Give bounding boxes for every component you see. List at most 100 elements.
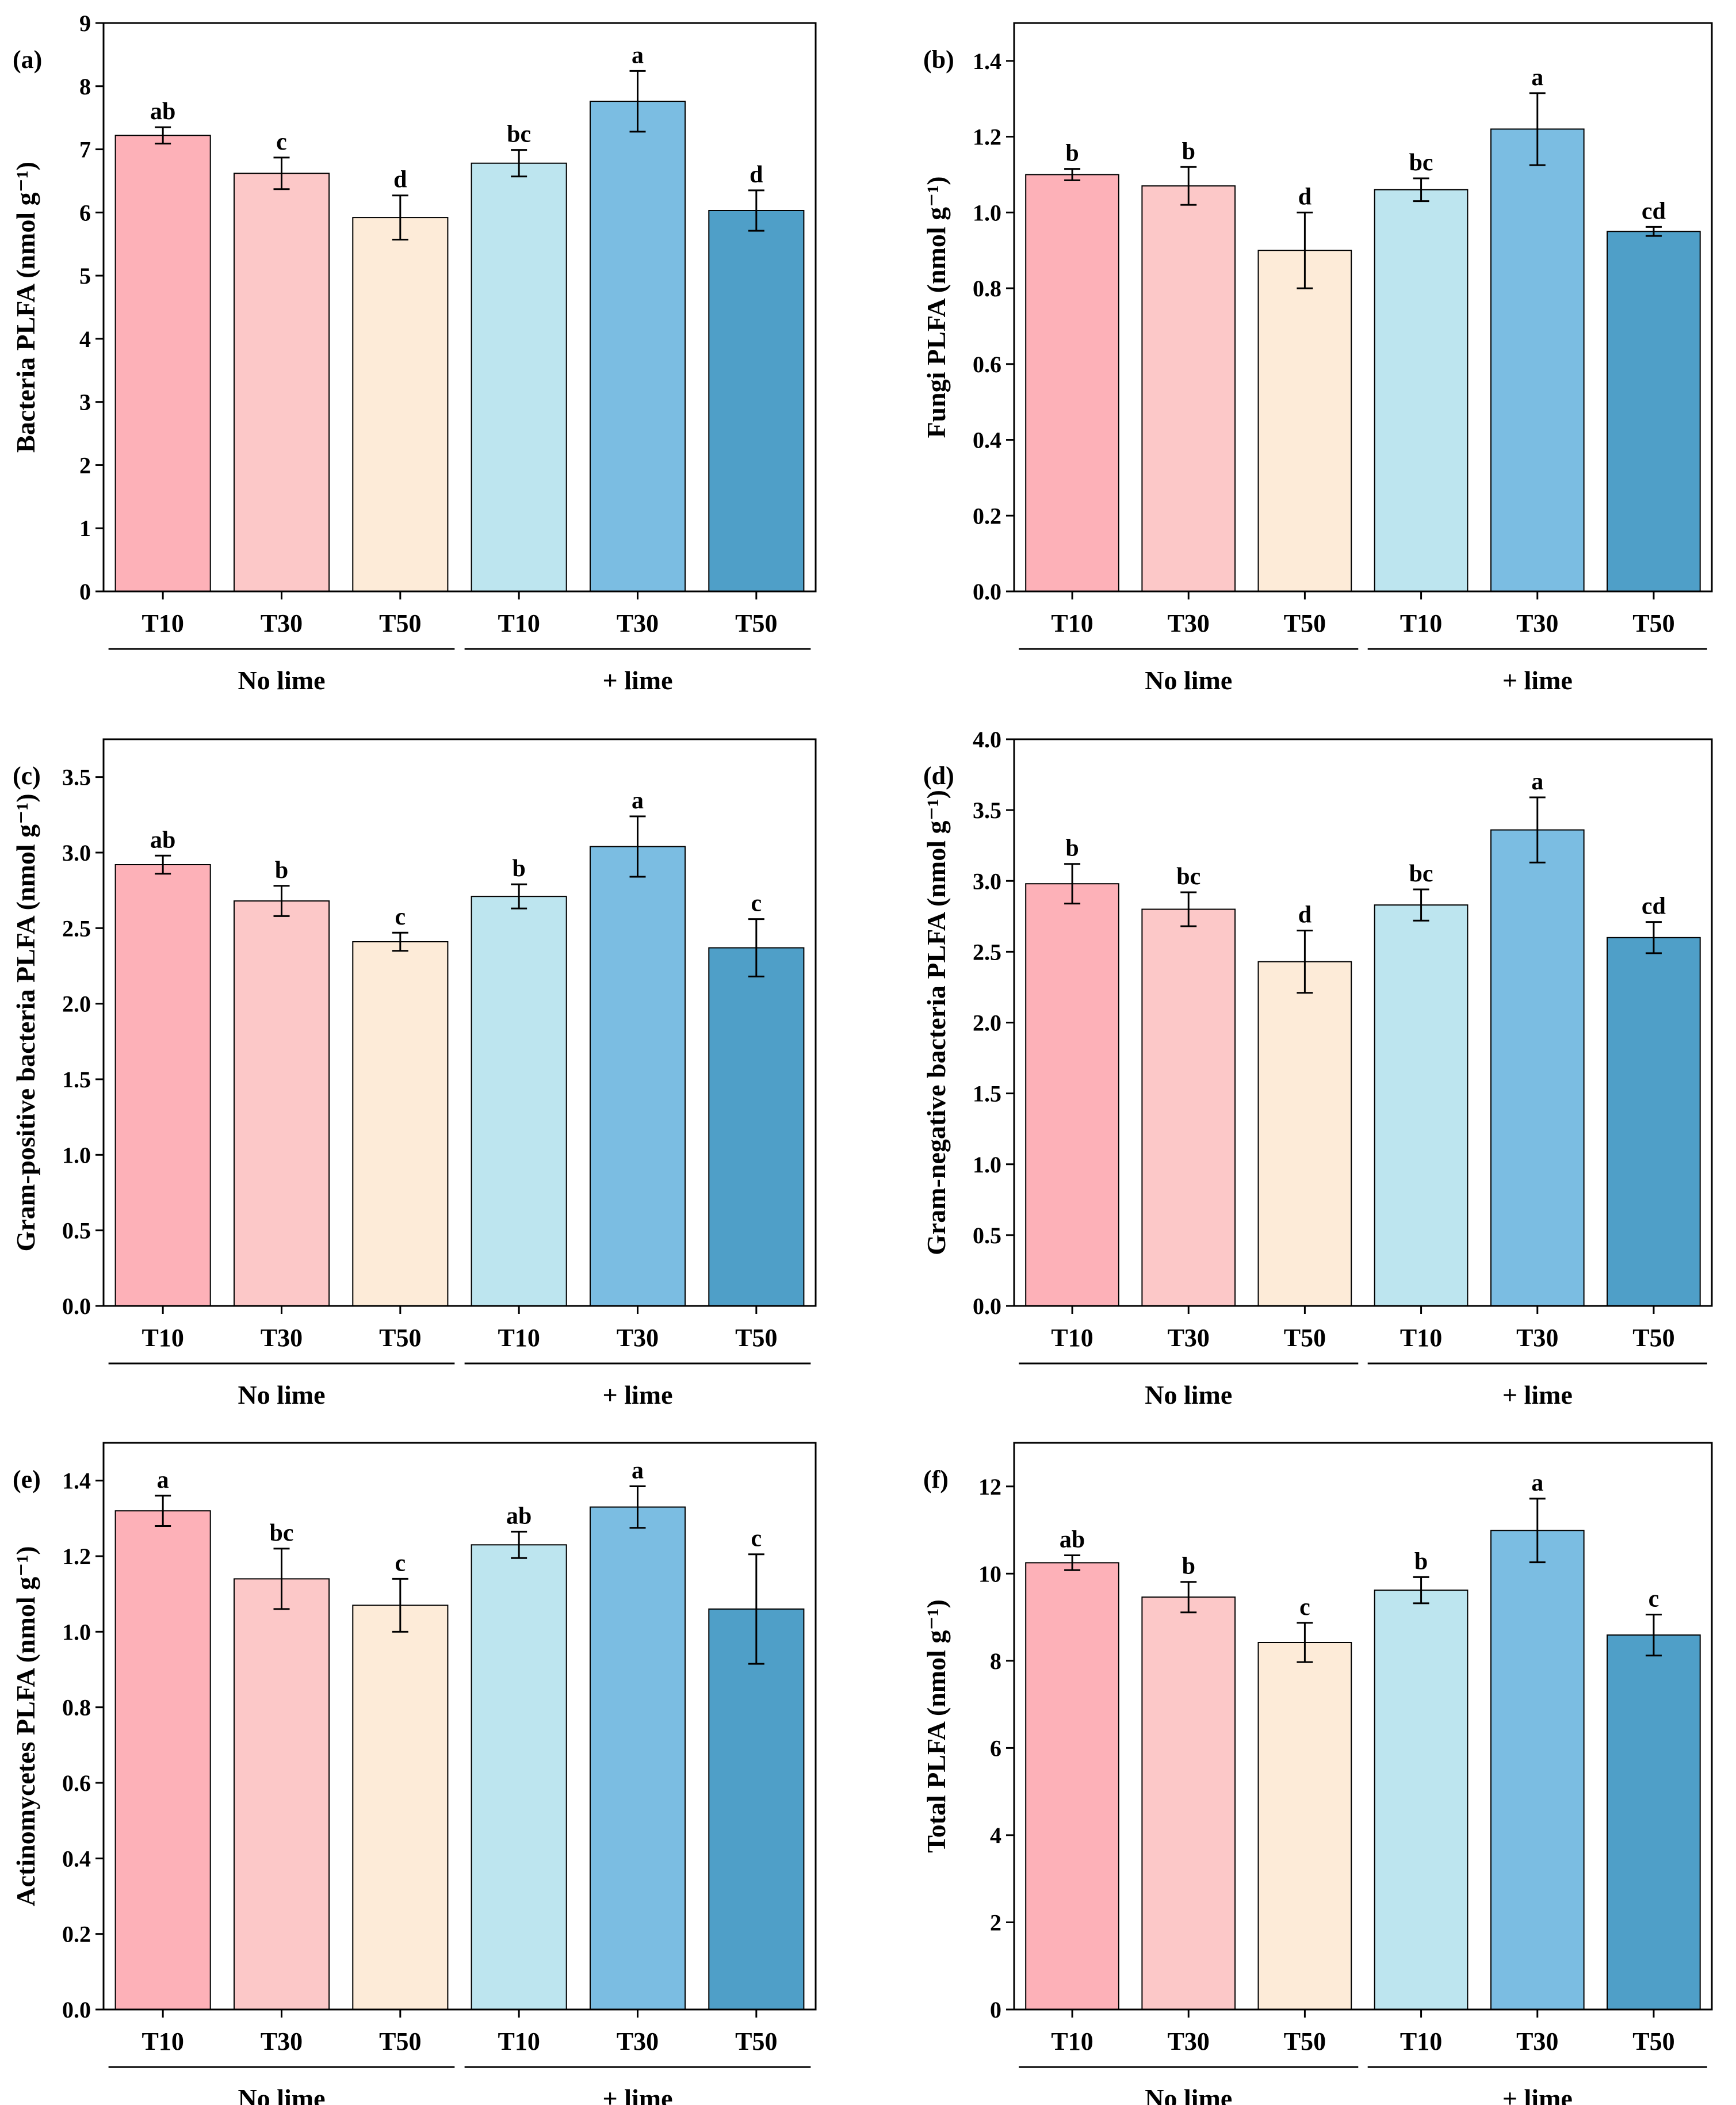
x-tick-label-d-2: T50: [1284, 1324, 1326, 1352]
y-tick-label-a-8: 8: [79, 74, 91, 100]
error-bar-e-3: [511, 1530, 527, 1559]
y-axis-title-e: Actinomycetes PLFA (nmol g⁻¹): [11, 1546, 40, 1906]
sig-letter-e-2: c: [395, 1550, 406, 1576]
bar-c-1: [234, 900, 330, 1306]
y-tick-label-d-7: 3.5: [973, 797, 1001, 823]
error-bar-c-3: [511, 883, 527, 910]
y-tick-label-e-0: 0.0: [62, 1997, 91, 2023]
sig-letter-a-4: a: [632, 42, 644, 68]
bar-e-4: [590, 1506, 686, 2011]
sig-letter-f-1: b: [1182, 1553, 1195, 1580]
group-label-e-1: + lime: [602, 2084, 672, 2105]
bar-e-3: [471, 1544, 567, 2011]
error-bar-f-4: [1529, 1497, 1546, 1564]
y-tick-label-d-0: 0.0: [973, 1293, 1001, 1319]
y-tick-label-b-7: 1.4: [973, 48, 1001, 74]
y-tick-label-d-3: 1.5: [973, 1081, 1001, 1107]
y-tick-label-e-5: 1.0: [62, 1619, 91, 1645]
bar-d-3: [1374, 904, 1469, 1306]
y-tick-label-c-0: 0.0: [62, 1293, 91, 1319]
group-label-f-0: No lime: [1145, 2084, 1232, 2105]
error-bar-e-5: [748, 1553, 764, 1665]
x-tick-label-a-2: T50: [379, 609, 421, 637]
sig-letter-a-2: d: [393, 167, 407, 193]
y-tick-label-b-4: 0.8: [973, 276, 1001, 301]
x-tick-label-f-1: T30: [1168, 2027, 1210, 2056]
bar-b-4: [1490, 128, 1585, 592]
y-tick-label-c-4: 2.0: [62, 991, 91, 1017]
y-tick-label-c-2: 1.0: [62, 1142, 91, 1168]
error-bar-b-0: [1064, 168, 1081, 181]
sig-letter-a-3: bc: [507, 121, 531, 148]
sig-letter-f-3: b: [1414, 1548, 1428, 1575]
y-tick-label-a-1: 1: [79, 515, 91, 541]
bar-c-4: [590, 846, 686, 1306]
error-bar-c-5: [748, 918, 764, 977]
axes-frame-a: [102, 22, 817, 593]
y-tick-label-a-6: 6: [79, 200, 91, 226]
y-tick-label-f-5: 10: [978, 1561, 1001, 1587]
panel-a: ab c d bc a d 0 1 2 3 4 5 6 7 8 9 T10 T30 T50 T10 T30 T50 No l…: [11, 10, 817, 695]
y-tick-label-f-6: 12: [978, 1474, 1001, 1500]
y-tick-label-b-1: 0.2: [973, 503, 1001, 529]
error-bar-a-4: [629, 70, 646, 133]
bar-f-1: [1141, 1596, 1236, 2010]
sig-letter-b-1: b: [1182, 138, 1195, 165]
sig-letter-b-2: d: [1298, 184, 1311, 210]
x-tick-label-d-5: T50: [1632, 1324, 1674, 1352]
error-bar-d-3: [1413, 888, 1429, 922]
x-tick-label-a-5: T50: [735, 609, 777, 637]
sig-letter-a-1: c: [276, 129, 287, 155]
bar-c-0: [114, 864, 211, 1306]
x-tick-label-f-3: T10: [1400, 2027, 1442, 2056]
bar-d-1: [1141, 908, 1236, 1306]
bar-c-2: [352, 941, 449, 1306]
sig-letter-a-5: d: [750, 162, 763, 188]
x-tick-label-c-3: T10: [498, 1324, 540, 1352]
group-label-c-1: + lime: [602, 1380, 672, 1409]
x-tick-label-d-0: T10: [1051, 1324, 1093, 1352]
x-tick-label-a-1: T30: [261, 609, 303, 637]
x-tick-label-e-4: T30: [617, 2027, 659, 2056]
error-bar-e-4: [629, 1485, 646, 1529]
x-tick-label-b-2: T50: [1284, 609, 1326, 637]
panel-f: ab b c b a c 0 2 4 6 8 10 12 T10 T30 T50 T10 T30 T50 No lim…: [921, 1442, 1713, 2105]
sig-letter-b-5: cd: [1642, 198, 1666, 224]
bar-e-0: [114, 1510, 211, 2010]
y-tick-label-e-4: 0.8: [62, 1695, 91, 1721]
y-tick-label-a-4: 4: [79, 326, 91, 352]
group-label-c-0: No lime: [238, 1380, 325, 1409]
sig-letter-a-0: ab: [150, 98, 175, 125]
group-label-f-1: + lime: [1502, 2084, 1573, 2105]
y-tick-label-e-3: 0.6: [62, 1770, 91, 1796]
bar-a-1: [234, 173, 330, 592]
sig-letter-f-5: c: [1649, 1586, 1659, 1613]
y-tick-label-a-5: 5: [79, 263, 91, 289]
y-tick-label-c-7: 3.5: [62, 765, 91, 790]
error-bar-c-0: [155, 854, 171, 875]
bar-b-0: [1025, 174, 1119, 592]
y-axis-title-a: Bacteria PLFA (nmol g⁻¹): [11, 162, 40, 453]
x-tick-label-f-2: T50: [1284, 2027, 1326, 2056]
y-tick-label-a-7: 7: [79, 137, 91, 163]
error-bar-b-4: [1529, 92, 1546, 166]
error-bar-f-3: [1413, 1576, 1429, 1604]
bar-c-3: [471, 896, 567, 1306]
bar-d-5: [1607, 937, 1701, 1307]
error-bar-c-1: [273, 885, 290, 917]
x-tick-label-c-4: T30: [617, 1324, 659, 1352]
x-tick-label-b-0: T10: [1051, 609, 1093, 637]
bar-f-0: [1025, 1562, 1119, 2010]
y-tick-label-e-6: 1.2: [62, 1544, 91, 1569]
y-tick-label-e-2: 0.4: [62, 1846, 91, 1871]
bar-f-3: [1374, 1590, 1469, 2011]
x-tick-label-f-4: T30: [1516, 2027, 1558, 2056]
error-bar-f-2: [1297, 1622, 1313, 1663]
bar-e-5: [708, 1608, 805, 2010]
x-tick-label-d-1: T30: [1168, 1324, 1210, 1352]
y-axis-title-f: Total PLFA (nmol g⁻¹): [921, 1599, 951, 1853]
bar-d-0: [1025, 883, 1119, 1306]
x-tick-label-b-1: T30: [1168, 609, 1210, 637]
y-axis-title-d: Gram-negative bacteria PLFA (nmol g⁻¹): [921, 790, 951, 1255]
